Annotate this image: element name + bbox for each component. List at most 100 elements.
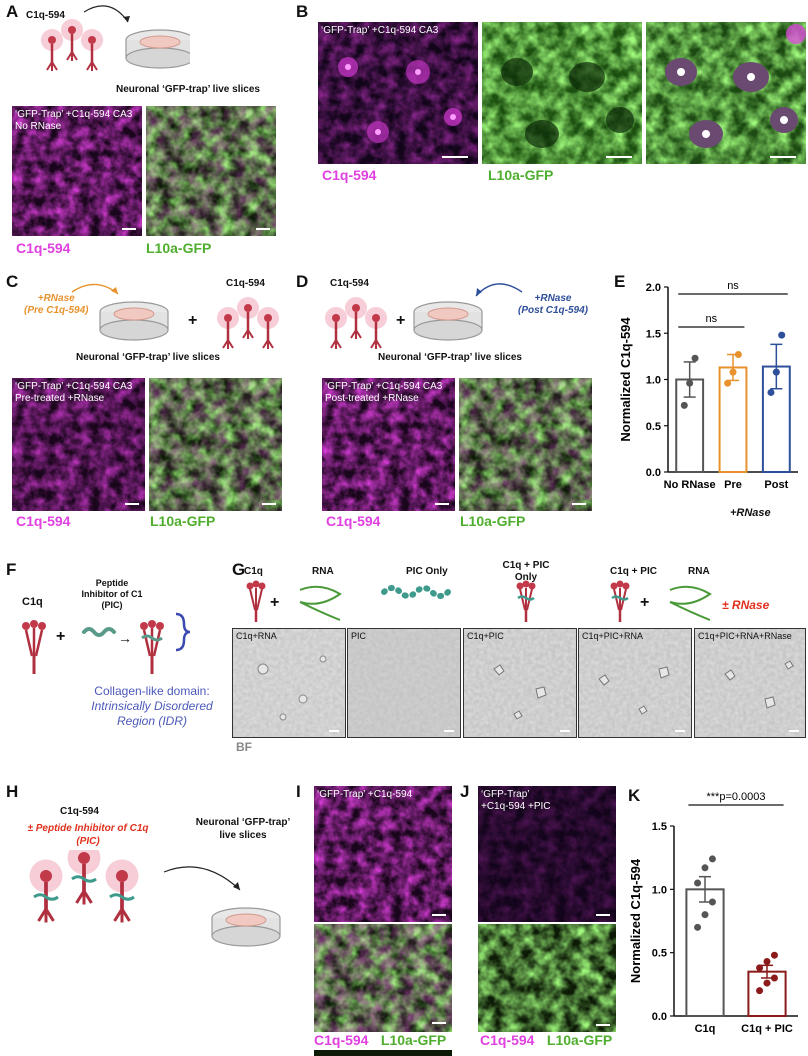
significance-label: ns	[706, 313, 718, 325]
scale-bar	[560, 730, 570, 732]
g-header-rna: RNA	[312, 566, 334, 577]
inhibitor-label: ± Peptide Inhibitor of C1q (PIC)	[18, 822, 158, 848]
reagent-label: C1q-594	[330, 278, 369, 289]
schematic-caption: Neuronal ‘GFP-trap’ live slices	[76, 352, 220, 363]
panel-label-d: D	[296, 272, 309, 291]
schematic-h	[27, 850, 281, 947]
data-point	[770, 974, 778, 982]
panel-label-g: G	[232, 560, 246, 579]
chart-e: Normalized C1q-594 0.0 0.5 1.0 1.5 2.0 No RNas…	[618, 280, 798, 491]
treatment-line1: +RNase	[534, 293, 572, 304]
data-point	[763, 979, 771, 987]
image-b-c1q594: ‘GFP-Trap’ +C1q-594 CA3	[318, 22, 478, 164]
caption-c1q594: C1q-594	[480, 1032, 535, 1048]
data-point	[694, 923, 702, 931]
image-c-c1q594: ‘GFP-Trap’ +C1q-594 CA3 Pre-treated +RNa…	[12, 378, 145, 511]
chart-k: Normalized C1q-594 0.0 0.5 1.0 1.5 C1q C1q + P…	[628, 791, 798, 1035]
x-tick-label: Pre	[724, 479, 742, 491]
data-point	[763, 958, 771, 966]
image-j-c1q594: ‘GFP-Trap’ +C1q-594 +PIC	[478, 786, 616, 922]
y-tick-label: 2.0	[646, 282, 661, 294]
schematic-c	[71, 283, 281, 350]
image-d-c1q594: ‘GFP-Trap’ +C1q-594 CA3 Post-treated +RN…	[322, 378, 455, 511]
bf-image-c1q-rna: C1q+RNA	[232, 628, 346, 738]
data-point	[686, 379, 694, 387]
reagent-label: C1q-594	[226, 278, 265, 289]
caption-line1: Neuronal ‘GFP-trap’	[195, 817, 291, 828]
c1q-label: C1q	[22, 596, 43, 608]
bf-image-c1q-pic-rna: C1q+PIC+RNA	[578, 628, 692, 738]
rnase-pre-label: +RNase (Pre C1q-594)	[24, 293, 88, 317]
data-point	[770, 951, 778, 959]
plus-sign: +	[396, 312, 406, 329]
overlay-line2: +C1q-594 +PIC	[481, 801, 551, 812]
overlay-line2: Post-treated +RNase	[325, 393, 419, 404]
schematic-g	[246, 580, 712, 622]
data-point	[708, 855, 716, 863]
caption-l10a-gfp: L10a-GFP	[460, 513, 526, 529]
domain-line2: Intrinsically Disordered	[91, 699, 213, 713]
scale-bar	[432, 1022, 446, 1024]
treatment-line2: (Pre C1q-594)	[24, 305, 89, 316]
data-point	[734, 351, 742, 359]
panel-label-a: A	[6, 2, 19, 21]
schematic-caption: Neuronal ‘GFP-trap’ live slices	[116, 84, 260, 95]
overlay-line1: ‘GFP-Trap’ +C1q-594 CA3	[15, 109, 133, 120]
caption-c1q594: C1q-594	[16, 513, 71, 529]
overlay-text: ‘GFP-Trap’ +C1q-594 CA3	[321, 25, 439, 36]
bf-label: C1q+RNA	[236, 631, 277, 641]
overlay-line2: Pre-treated +RNase	[15, 393, 105, 404]
schematic-d	[323, 283, 523, 350]
scale-bar	[444, 730, 454, 732]
g-header-pic: PIC Only	[406, 566, 448, 577]
caption-c1q594: C1q-594	[326, 513, 381, 529]
data-point	[778, 331, 786, 339]
g-header-c1q: C1q	[244, 566, 263, 577]
arrow: →	[118, 630, 132, 646]
data-point	[701, 911, 709, 919]
image-b-l10a-gfp	[482, 22, 642, 164]
plus-sign: +	[640, 594, 650, 611]
bf-caption: BF	[236, 740, 252, 754]
schematic-a	[39, 5, 190, 73]
plus-sign: +	[188, 312, 198, 329]
panel-label-i: I	[296, 782, 301, 801]
bf-label: C1q+PIC+RNA	[582, 631, 644, 641]
significance-label: ns	[727, 280, 739, 292]
image-i-c1q594: ‘GFP-Trap’ +C1q-594	[314, 786, 452, 922]
panel-label-k: K	[628, 786, 641, 805]
image-c-l10a-gfp	[149, 378, 282, 511]
g-header-line1: C1q + PIC	[502, 560, 550, 571]
data-point	[708, 898, 716, 906]
plus-sign: +	[56, 628, 66, 645]
scale-bar	[125, 503, 139, 505]
scale-bar	[432, 914, 446, 916]
panel-label-f: F	[6, 560, 17, 579]
caption-c1q594: C1q-594	[314, 1032, 369, 1048]
x-tick-label: Post	[764, 479, 788, 491]
schematic-caption: Neuronal ‘GFP-trap’ live slices	[188, 816, 298, 842]
caption-row-i: C1q-594 L10a-GFP	[314, 1032, 464, 1050]
reagent-label: C1q-594	[60, 806, 99, 817]
overlay-line2: No RNase	[15, 121, 62, 132]
pic-line2: Inhibitor of C1	[81, 589, 143, 599]
scale-bar	[442, 156, 468, 158]
data-point	[729, 368, 737, 376]
pic-line1: Peptide	[95, 578, 129, 588]
caption-l10a-gfp: L10a-GFP	[488, 167, 554, 183]
caption-l10a-gfp: L10a-GFP	[146, 240, 212, 256]
image-i-merge	[314, 924, 452, 1056]
overlay-line1: ‘GFP-Trap’	[481, 789, 530, 800]
panel-label-e: E	[614, 272, 626, 291]
bf-image-c1q-pic-rna-rnase: C1q+PIC+RNA+RNase	[694, 628, 806, 738]
treatment-line2: (Post C1q-594)	[518, 305, 589, 316]
caption-line2: live slices	[219, 830, 267, 841]
caption-l10a-gfp: L10a-GFP	[150, 513, 216, 529]
caption-c1q594: C1q-594	[16, 240, 71, 256]
g-header-rna2: RNA	[688, 566, 710, 577]
scale-bar	[596, 1024, 610, 1026]
image-l10a-gfp-ca3	[146, 106, 276, 236]
bar	[685, 888, 725, 1017]
x-tick-label: No RNase	[664, 479, 716, 491]
y-tick-label: 0.5	[652, 948, 667, 960]
